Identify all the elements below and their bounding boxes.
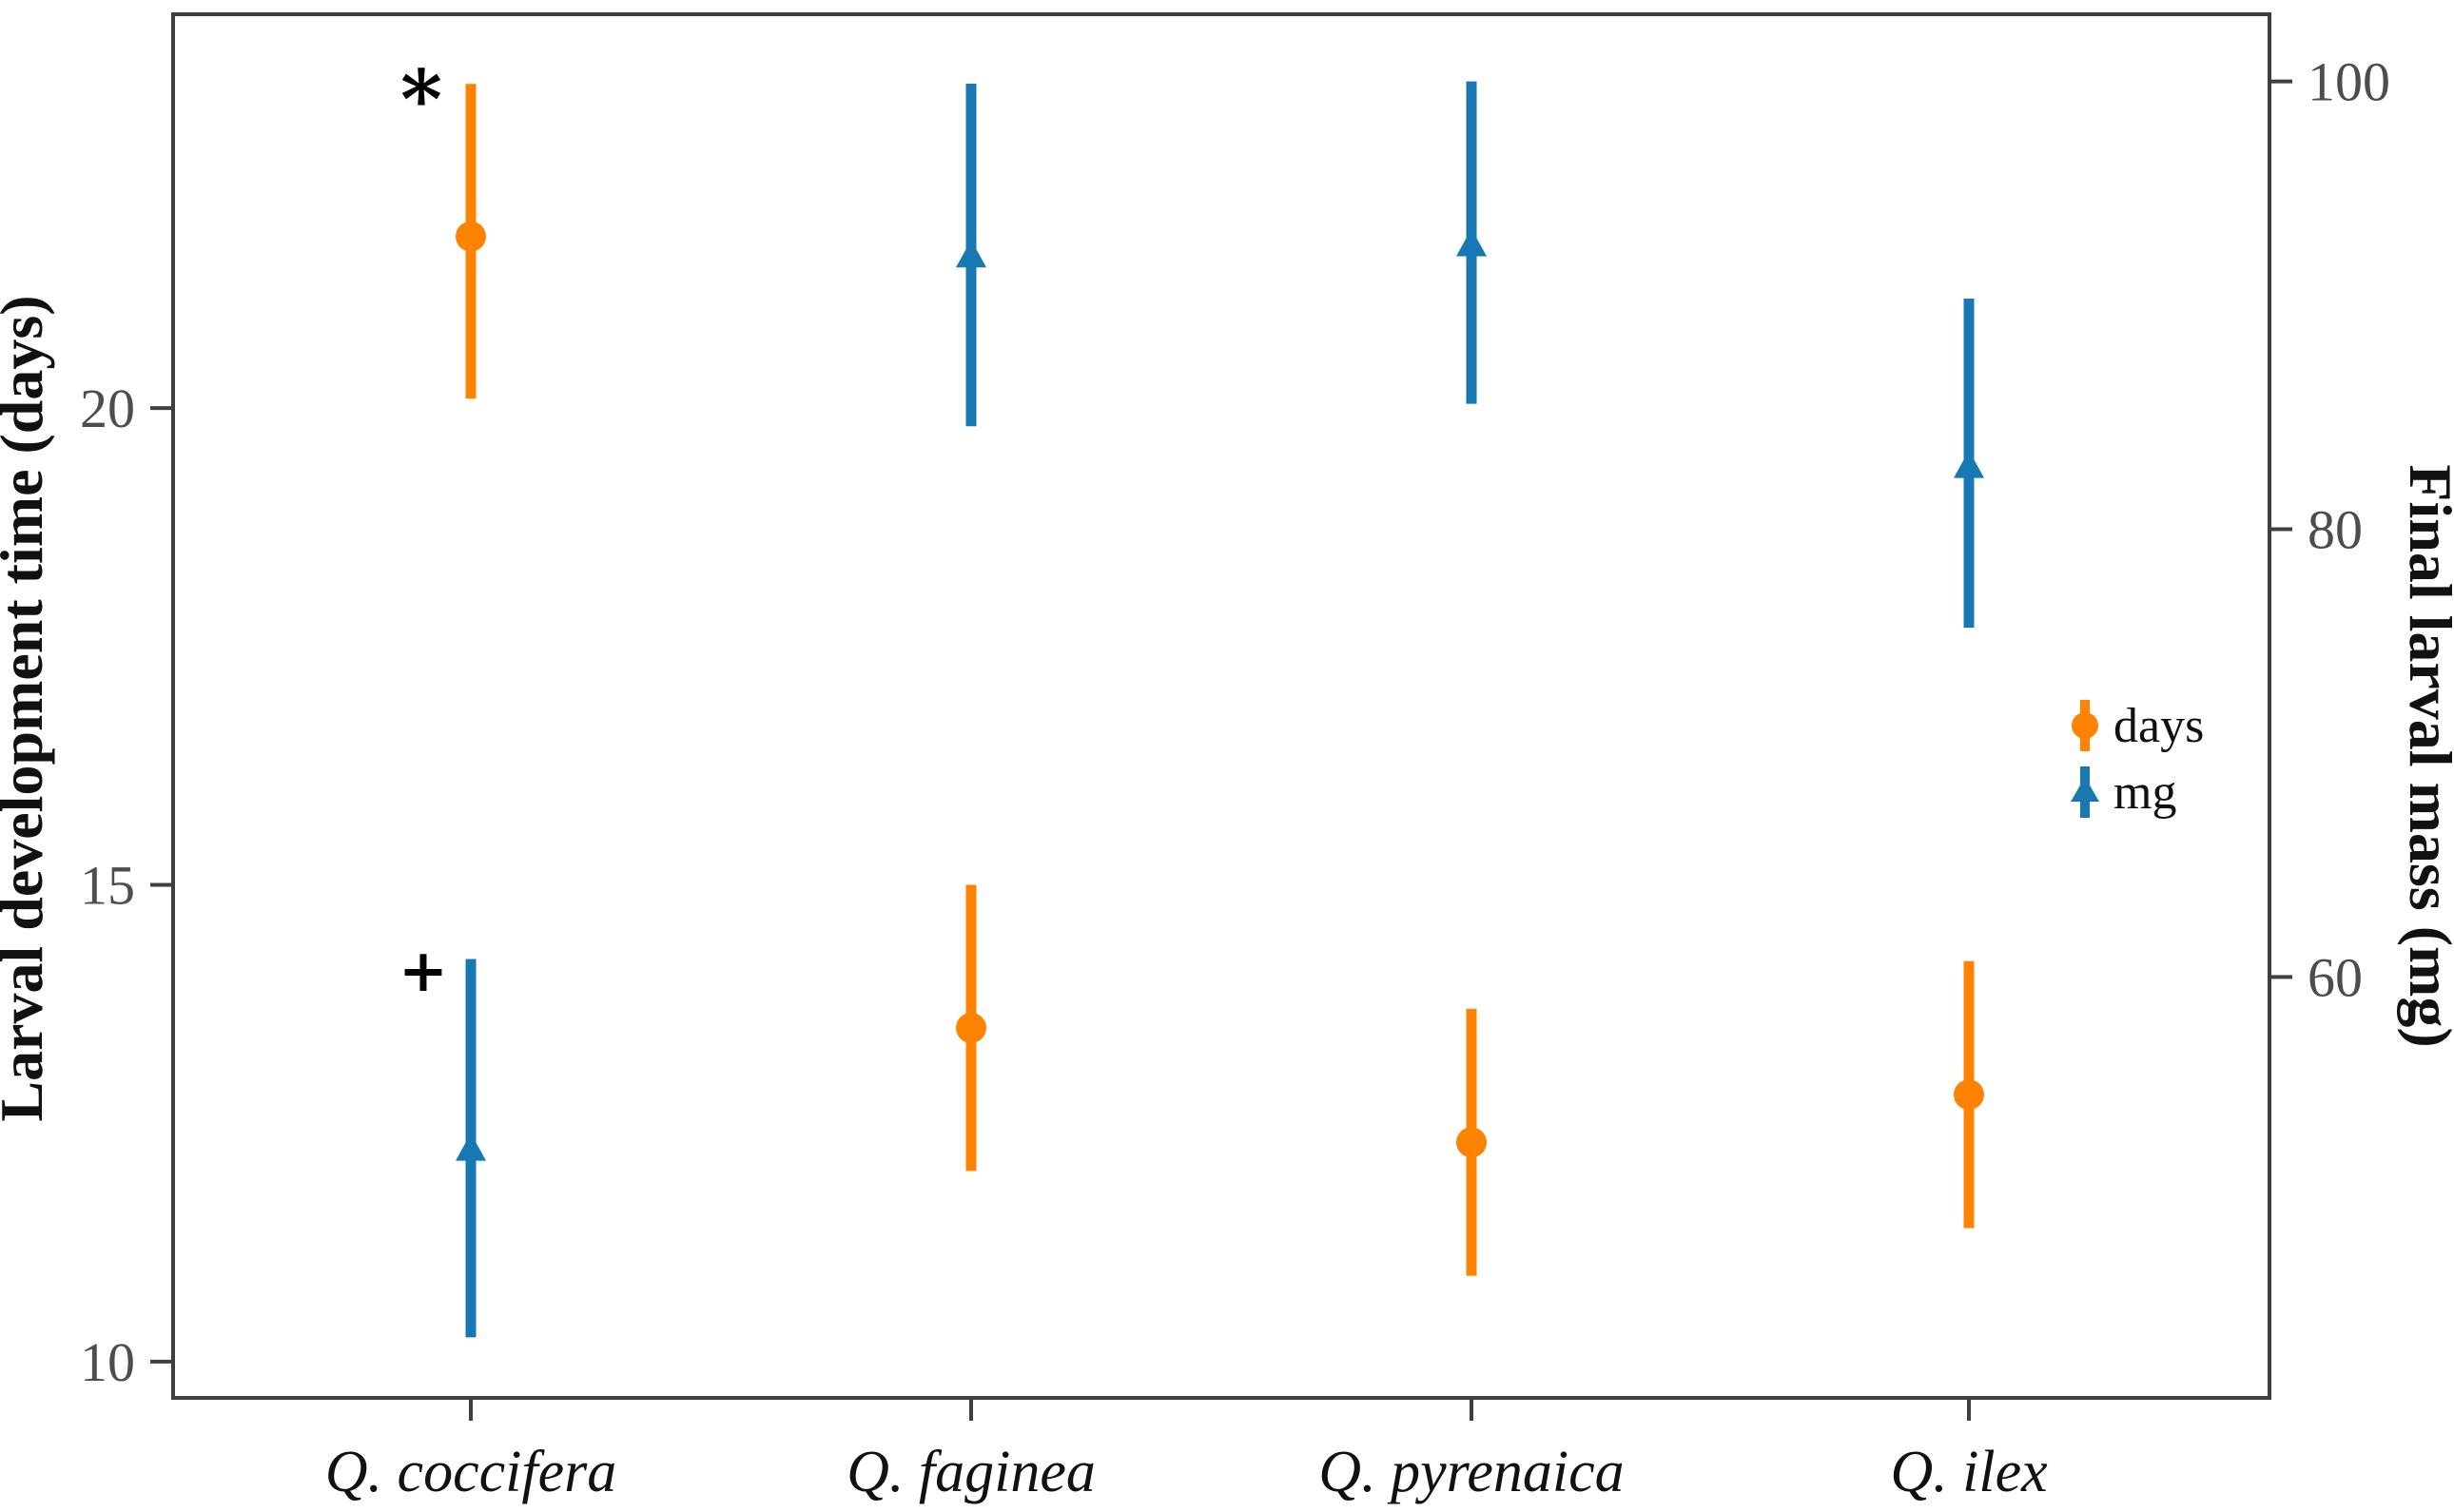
pointrange-mg-q-faginea bbox=[956, 83, 986, 427]
y-axis-right-ticks: 100 80 60 bbox=[2269, 51, 2390, 1008]
mean-marker-circle-q-ilex bbox=[1954, 1079, 1984, 1111]
y-axis-left-tick-label: 15 bbox=[80, 855, 135, 917]
mean-marker-circle-q-coccifera bbox=[456, 221, 486, 252]
pointrange-days-q-faginea bbox=[956, 884, 986, 1172]
legend-item-mg: mg bbox=[2071, 766, 2176, 820]
pointrange-days-q-pyrenaica bbox=[1456, 1008, 1487, 1276]
pointrange-marks bbox=[456, 81, 1984, 1338]
pointrange-mg-q-coccifera bbox=[456, 959, 486, 1338]
pointrange-days-q-ilex bbox=[1954, 960, 1984, 1229]
mean-marker-circle-q-faginea bbox=[956, 1012, 986, 1043]
y-axis-right-tick-label: 80 bbox=[2308, 499, 2363, 561]
y-axis-left-ticks: 20 15 10 bbox=[80, 378, 173, 1393]
mean-marker-triangle-q-pyrenaica bbox=[1456, 228, 1487, 257]
significance-asterisk: * bbox=[400, 52, 442, 146]
legend-mg-label: mg bbox=[2113, 766, 2176, 820]
y-axis-right-tick-label: 100 bbox=[2308, 51, 2390, 113]
y-axis-left-title: Larval development time (days) bbox=[0, 295, 55, 1121]
significance-plus: + bbox=[399, 936, 448, 1005]
y-axis-left-tick-label: 20 bbox=[80, 378, 135, 439]
plot-panel-border bbox=[171, 12, 2271, 1400]
legend-days-label: days bbox=[2113, 699, 2204, 753]
x-axis-ticks: Q. coccifera Q. faginea Q. pyrenaica Q. ile… bbox=[325, 1398, 2048, 1504]
legend-days-circle-icon bbox=[2072, 712, 2098, 739]
x-axis-category-label-q-pyrenaica: Q. pyrenaica bbox=[1318, 1440, 1624, 1504]
pointrange-mg-q-ilex bbox=[1954, 299, 1984, 629]
pointrange-mg-q-pyrenaica bbox=[1456, 81, 1487, 404]
legend: days mg bbox=[2071, 699, 2204, 820]
mean-marker-triangle-q-faginea bbox=[956, 240, 986, 268]
mean-marker-triangle-q-ilex bbox=[1954, 450, 1984, 478]
pointrange-days-q-coccifera bbox=[456, 84, 486, 399]
mean-marker-circle-q-pyrenaica bbox=[1456, 1127, 1487, 1158]
mean-marker-triangle-q-coccifera bbox=[456, 1133, 486, 1161]
legend-item-days: days bbox=[2072, 699, 2204, 753]
x-axis-category-label-q-ilex: Q. ilex bbox=[1890, 1440, 2048, 1504]
legend-mg-triangle-icon bbox=[2071, 777, 2099, 802]
significance-annotations: *+ bbox=[399, 52, 448, 1005]
y-axis-right-tick-label: 60 bbox=[2308, 946, 2363, 1008]
x-axis-category-label-q-coccifera: Q. coccifera bbox=[325, 1440, 616, 1504]
y-axis-right-title: Final larval mass (mg) bbox=[2397, 464, 2454, 1047]
x-axis-category-label-q-faginea: Q. faginea bbox=[847, 1440, 1096, 1504]
y-axis-left-tick-label: 10 bbox=[80, 1331, 135, 1393]
